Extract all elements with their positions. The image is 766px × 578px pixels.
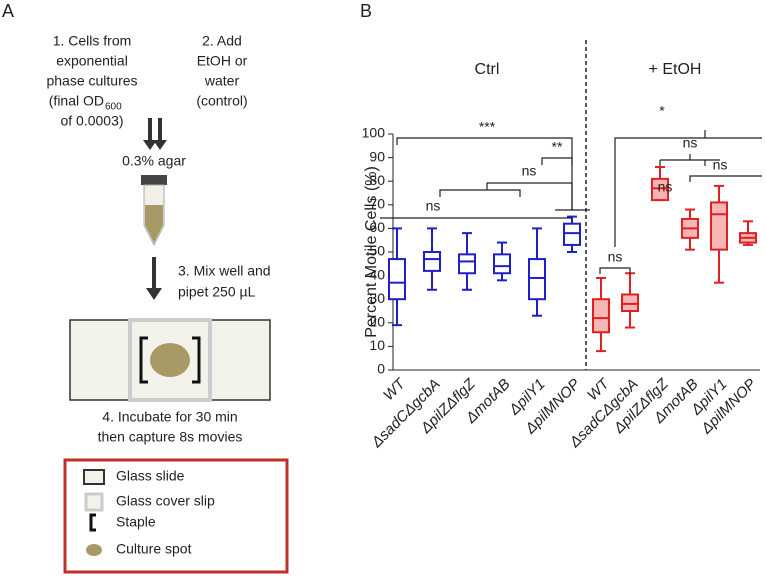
y-tick-label: 10 (369, 337, 385, 353)
y-tick-label: 30 (369, 290, 385, 306)
step-text: 3. Mix well and (178, 263, 271, 279)
step-text: 1. Cells from (53, 33, 132, 49)
box (592, 298, 610, 334)
step-text: (control) (196, 93, 247, 109)
y-tick-label: 40 (369, 266, 385, 282)
significance-label: ** (552, 139, 563, 155)
step-text: (final OD (49, 93, 104, 109)
panel-a: A (2, 1, 289, 574)
culture-spot (150, 343, 190, 377)
arrow-head (153, 140, 167, 150)
significance-label: ns (608, 249, 623, 265)
legend-label: Staple (116, 514, 156, 530)
y-tick-label: 100 (362, 125, 386, 141)
y-tick-label: 0 (377, 361, 385, 377)
legend-label: Glass cover slip (116, 493, 215, 509)
bracket (439, 182, 573, 210)
bracket (614, 130, 762, 247)
panel-label: B (360, 1, 372, 21)
legend-label: Glass slide (116, 468, 185, 484)
tube-content (145, 205, 163, 243)
step-text: water (204, 73, 240, 89)
arrow-head (146, 288, 162, 300)
legend-symbol (89, 513, 96, 532)
significance-label: ns (683, 135, 698, 151)
box (528, 258, 546, 301)
group-label: Ctrl (475, 61, 500, 78)
y-tick-label: 50 (369, 243, 385, 259)
significance-label: ns (658, 179, 673, 195)
y-tick-label: 60 (369, 219, 385, 235)
arrow-head (143, 140, 157, 150)
significance-label: ns (426, 198, 441, 214)
y-tick-label: 20 (369, 314, 385, 330)
bracket (541, 157, 573, 165)
panel-b: B Percent Motile Cells (%) (360, 1, 380, 338)
box (651, 177, 669, 202)
legend-label: Culture spot (116, 541, 192, 557)
tube-cap (141, 175, 167, 185)
step-text: then capture 8s movies (98, 429, 243, 445)
step-text: pipet 250 µL (178, 284, 256, 300)
bracket (689, 175, 762, 182)
x-tick-label: WT (380, 374, 410, 404)
y-tick-label: 70 (369, 196, 385, 212)
bracket (659, 154, 720, 166)
step-text: 0.3% agar (122, 153, 186, 169)
box (621, 293, 639, 313)
step-text: 600 (105, 102, 122, 113)
y-tick-label: 90 (369, 148, 385, 164)
legend-symbol (84, 492, 104, 512)
significance-label: *** (479, 119, 496, 135)
box (563, 222, 581, 246)
box (458, 253, 476, 275)
box (423, 251, 441, 272)
legend-symbol (83, 469, 105, 485)
box (493, 253, 511, 275)
panel-label: A (2, 1, 14, 21)
bracket (396, 137, 573, 210)
y-axis-label: Percent Motile Cells (%) (363, 166, 380, 338)
significance-label: ns (713, 157, 728, 173)
significance-label: * (659, 103, 665, 119)
staple (139, 336, 201, 384)
box (388, 258, 406, 301)
box (710, 201, 728, 251)
step-text: 2. Add (202, 33, 242, 49)
bracket (599, 267, 631, 274)
y-tick-label: 80 (369, 172, 385, 188)
step-text: exponential (56, 53, 128, 69)
step-text: 4. Incubate for 30 min (102, 409, 237, 425)
step-text: of 0.0003) (60, 113, 123, 129)
significance-label: ns (522, 163, 537, 179)
legend-symbol (86, 544, 102, 556)
step-text: phase cultures (46, 73, 137, 89)
group-label: + EtOH (649, 61, 702, 78)
step-text: EtOH or (197, 53, 248, 69)
